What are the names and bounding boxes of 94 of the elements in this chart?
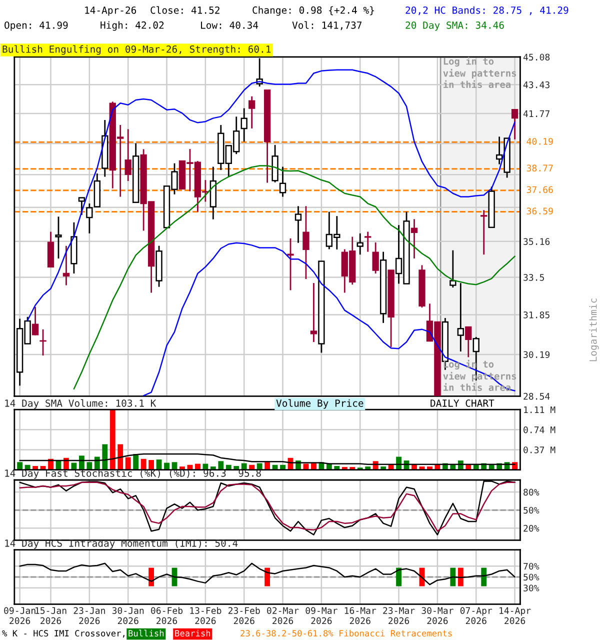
- x-tick-label: 23-Mar 2026: [383, 607, 415, 624]
- y-tick-label: 33.5: [524, 274, 544, 281]
- x-tick-label: 07-Apr 2026: [460, 607, 492, 624]
- text: High: 42.02: [100, 21, 164, 31]
- line-series: [142, 242, 516, 396]
- ref-line-label: 38.77: [526, 164, 553, 172]
- text: 23.6-38.2-50-61.8% Fibonacci Retracements: [240, 630, 452, 637]
- line-series: [73, 165, 516, 390]
- x-tick-label: 23-Jan 2026: [74, 607, 105, 624]
- bar: [102, 444, 108, 470]
- x-tick-label: 14-Apr 2026: [500, 607, 531, 624]
- y-tick-label: 70%: [524, 562, 540, 570]
- candlestick: [457, 282, 464, 352]
- y-tick-label: 80%: [524, 488, 540, 496]
- candlestick: [310, 282, 318, 343]
- ref-line-label: 40.19: [526, 138, 553, 145]
- x-tick-label: 30-Jan 2026: [112, 607, 144, 624]
- candlestick: [356, 232, 364, 256]
- candlestick: [240, 108, 248, 142]
- candlestick: [450, 250, 456, 288]
- y-tick-label: 50%: [524, 574, 540, 581]
- y-tick-label: 41.77: [523, 110, 550, 117]
- candlestick: [364, 231, 372, 252]
- candlestick: [32, 306, 39, 336]
- text: Open: 41.99: [4, 21, 68, 31]
- x-tick-label: 02-Mar 2026: [267, 607, 299, 624]
- text: % K - HCS IMI Crossover,: [2, 630, 124, 638]
- text: 14-Apr-26: [85, 6, 136, 16]
- band-label: Log in to view patterns in this area: [443, 56, 516, 88]
- bar: [17, 462, 23, 470]
- x-tick-label: 06-Feb 2026: [151, 606, 183, 624]
- x-tick-label: 16-Mar 2026: [344, 607, 376, 624]
- candlestick: [62, 245, 70, 286]
- text: Logarithmic: [589, 298, 599, 362]
- candlestick: [248, 96, 256, 130]
- line-series: [19, 562, 516, 586]
- y-tick-label: 43.43: [523, 81, 550, 88]
- bar: [71, 462, 77, 470]
- candlestick: [302, 205, 310, 280]
- text: Bearish: [175, 630, 210, 637]
- candlestick: [78, 197, 86, 216]
- y-tick-label: 45.08: [523, 54, 550, 61]
- candlestick: [372, 242, 379, 274]
- x-tick-label: 13-Feb 2026: [190, 606, 222, 624]
- y-tick-label: 35.16: [524, 238, 550, 245]
- candlestick: [465, 326, 472, 358]
- y-tick-label: 20%: [524, 524, 540, 532]
- y-tick-label: 0.74 M: [524, 426, 556, 434]
- y-tick-label: 0.37 M: [524, 446, 556, 454]
- ref-line-label: 37.66: [526, 186, 553, 194]
- bar: [148, 460, 154, 470]
- y-tick-label: 30%: [524, 584, 540, 592]
- candlestick: [294, 205, 302, 244]
- candlestick: [480, 209, 488, 256]
- bar: [140, 458, 146, 470]
- x-tick-label: 09-Jan 2026: [4, 607, 36, 624]
- y-tick-label: 31.85: [524, 311, 550, 318]
- chart-title: 14 Day SMA Volume: 103.1 K: [5, 399, 156, 409]
- candlestick: [410, 218, 418, 260]
- candlestick: [40, 328, 46, 356]
- candlestick: [287, 238, 294, 291]
- candlestick: [124, 128, 132, 182]
- bar: [218, 461, 224, 470]
- ref-line-label: 36.59: [526, 208, 553, 214]
- text: Vol: 141,737: [292, 21, 362, 30]
- chart-title: Bullish Engulfing on 09-Mar-26, Strength: 60.1: [2, 45, 271, 55]
- chart-title: 14 Day HCS Intraday Momentum (IMI): 50.4: [5, 539, 238, 549]
- chart-title: 14 Day Fast Stochastic (%K) (%D): 96.3 95.8: [5, 469, 261, 479]
- text: Close: 41.52: [150, 6, 220, 14]
- y-tick-label: 50%: [524, 506, 540, 514]
- bar: [164, 462, 170, 470]
- text: 20 Day SMA: 34.46: [406, 21, 504, 31]
- bar: [78, 456, 84, 470]
- y-tick-label: 1.11 M: [524, 406, 556, 414]
- line-series: [19, 453, 516, 465]
- text: Volume By Price: [276, 399, 364, 409]
- x-tick-label: 09-Mar 2026: [306, 607, 338, 624]
- candlestick: [55, 216, 62, 260]
- candlestick: [511, 108, 518, 140]
- bar: [125, 457, 131, 470]
- text: DAILY CHART: [430, 399, 494, 407]
- y-tick-label: 28.54: [524, 392, 550, 400]
- candlestick: [279, 166, 286, 198]
- bar: [110, 410, 116, 470]
- bar: [118, 444, 124, 470]
- text: Low: 40.34: [201, 21, 258, 29]
- x-tick-label: 23-Feb 2026: [228, 606, 260, 624]
- text: 20,2 HC Bands: 28.75 , 41.29: [406, 6, 568, 16]
- x-tick-label: 15-Jan 2026: [36, 607, 66, 624]
- text: Bullish: [128, 630, 164, 637]
- text: Change: 0.98 {+2.4 %}: [252, 6, 374, 16]
- bar: [86, 462, 92, 470]
- y-tick-label: 30.19: [524, 351, 550, 358]
- x-tick-label: 30-Mar 2026: [422, 607, 454, 624]
